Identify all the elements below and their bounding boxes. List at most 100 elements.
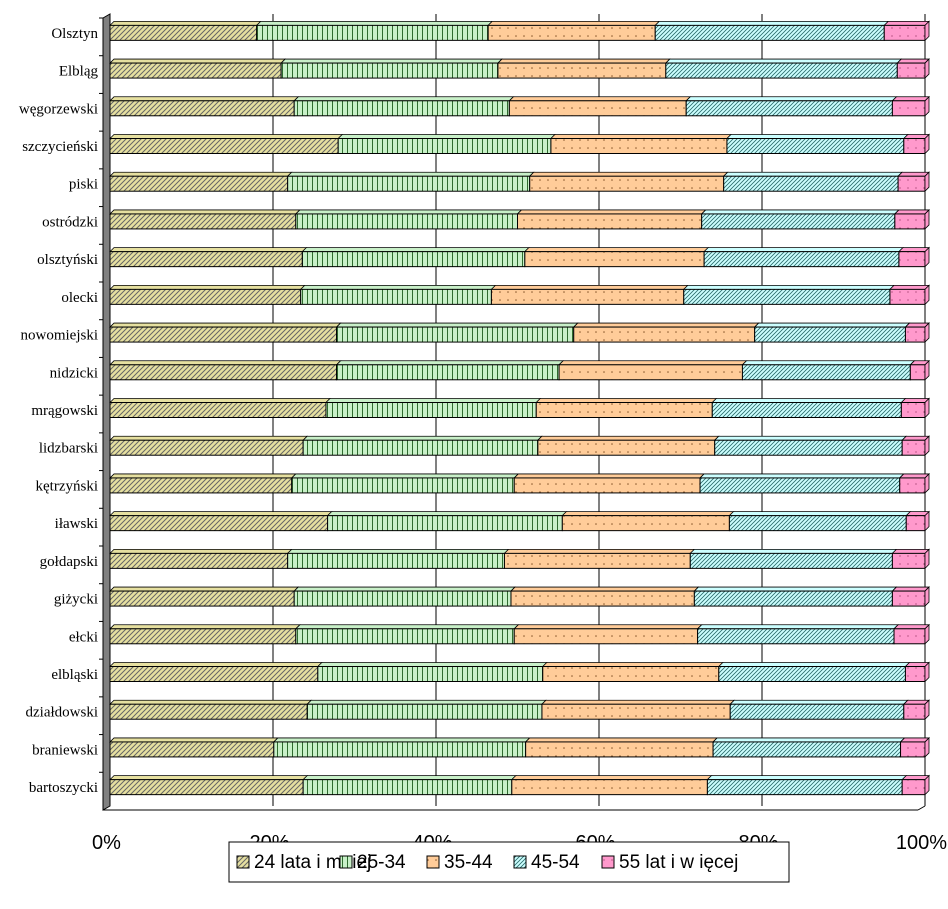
bar-segment [697, 628, 895, 645]
bar-segment [703, 251, 900, 268]
bar-segment [109, 666, 319, 682]
bar-end-face [924, 284, 930, 306]
bar-top-face [496, 58, 671, 64]
bar-segment [109, 779, 304, 796]
bar-segment [109, 515, 329, 532]
bar-top-face [109, 737, 279, 743]
bar-top-face [272, 737, 531, 743]
bar-top-face [503, 548, 696, 554]
bar-segment [900, 402, 926, 418]
bar-end-face [924, 699, 930, 721]
bar-top-face [703, 247, 904, 253]
bar-segment [891, 100, 926, 117]
bar-segment [109, 628, 297, 645]
bar-top-face [900, 398, 930, 403]
bar-segment [109, 439, 304, 456]
bar-segment [685, 100, 893, 117]
category-label: działdowski [26, 705, 99, 721]
bar-top-face [294, 209, 523, 215]
bar-top-face [109, 473, 297, 479]
bar-top-face [109, 435, 309, 441]
bar-segment [109, 703, 308, 720]
bar-segment [537, 439, 716, 456]
bar-segment [287, 552, 505, 569]
bar-top-face [510, 586, 700, 592]
bar-segment [904, 666, 926, 682]
bar-top-face [293, 96, 515, 102]
bar-top-face [299, 284, 497, 290]
legend-swatch [426, 855, 440, 869]
bar-top-face [286, 548, 510, 554]
bar-end-face [924, 736, 930, 758]
bar-segment [558, 364, 743, 381]
bar-segment [905, 515, 926, 532]
bar-top-face [549, 134, 732, 139]
bar-segment [573, 326, 756, 343]
bar-segment [883, 24, 926, 41]
bar-top-face [524, 737, 719, 743]
bar-segment [109, 288, 302, 305]
bar-segment [273, 741, 527, 758]
bar-top-face [510, 775, 713, 781]
bar-top-face [516, 209, 707, 215]
bar-segment [665, 62, 898, 79]
bar-top-face [891, 548, 930, 554]
bar-top-face [294, 624, 520, 630]
bar-segment [903, 703, 926, 720]
bar-end-face [924, 472, 930, 494]
bar-top-face [535, 398, 718, 403]
bar-top-face [109, 96, 300, 102]
bar-segment [683, 288, 891, 305]
bar-end-face [924, 774, 930, 796]
bar-segment [293, 590, 512, 607]
bar-top-face [109, 699, 313, 705]
bar-end-face [924, 208, 930, 230]
bar-top-face [711, 398, 907, 403]
bar-segment [325, 402, 537, 418]
bar-segment [904, 326, 926, 343]
bar-top-face [717, 662, 911, 667]
bar-top-face [280, 58, 503, 64]
bar-top-face [109, 134, 344, 139]
bar-segment [693, 590, 893, 607]
bar-top-face [109, 511, 333, 517]
category-label: nidzicki [50, 365, 98, 381]
bar-segment [726, 138, 905, 154]
legend-label: 55 lat i w ięcej [619, 852, 738, 873]
category-label: olsztyński [37, 252, 98, 268]
bar-segment [109, 213, 297, 230]
bar-segment [701, 213, 896, 230]
bar-top-face [712, 737, 906, 743]
bar-top-face [109, 360, 342, 366]
bar-segment [901, 779, 926, 796]
bar-segment [256, 24, 489, 41]
bar-top-face [109, 398, 331, 403]
bar-top-face [664, 58, 903, 64]
bar-segment [513, 628, 699, 645]
bar-segment [524, 251, 705, 268]
bar-top-face [753, 322, 911, 328]
bar-segment [511, 779, 708, 796]
bar-top-face [293, 586, 516, 592]
bar-top-face [528, 171, 729, 177]
bar-end-face [924, 359, 930, 381]
bar-top-face [893, 624, 930, 630]
bar-top-face [109, 171, 293, 177]
bar-segment [300, 288, 492, 305]
bar-segment [897, 175, 926, 192]
category-label: giżycki [54, 592, 98, 608]
bar-segment [295, 213, 518, 230]
bar-top-face [541, 662, 724, 667]
bar-top-face [109, 58, 287, 64]
bar-segment [535, 402, 713, 418]
legend-swatch [601, 855, 615, 869]
bar-segment [109, 251, 303, 268]
bar-top-face [893, 209, 930, 215]
bar-segment [893, 628, 926, 645]
bar-top-face [109, 624, 301, 630]
bar-top-face [899, 737, 930, 743]
bar-segment [728, 515, 907, 532]
bar-end-face [924, 435, 930, 457]
bar-segment [109, 100, 295, 117]
